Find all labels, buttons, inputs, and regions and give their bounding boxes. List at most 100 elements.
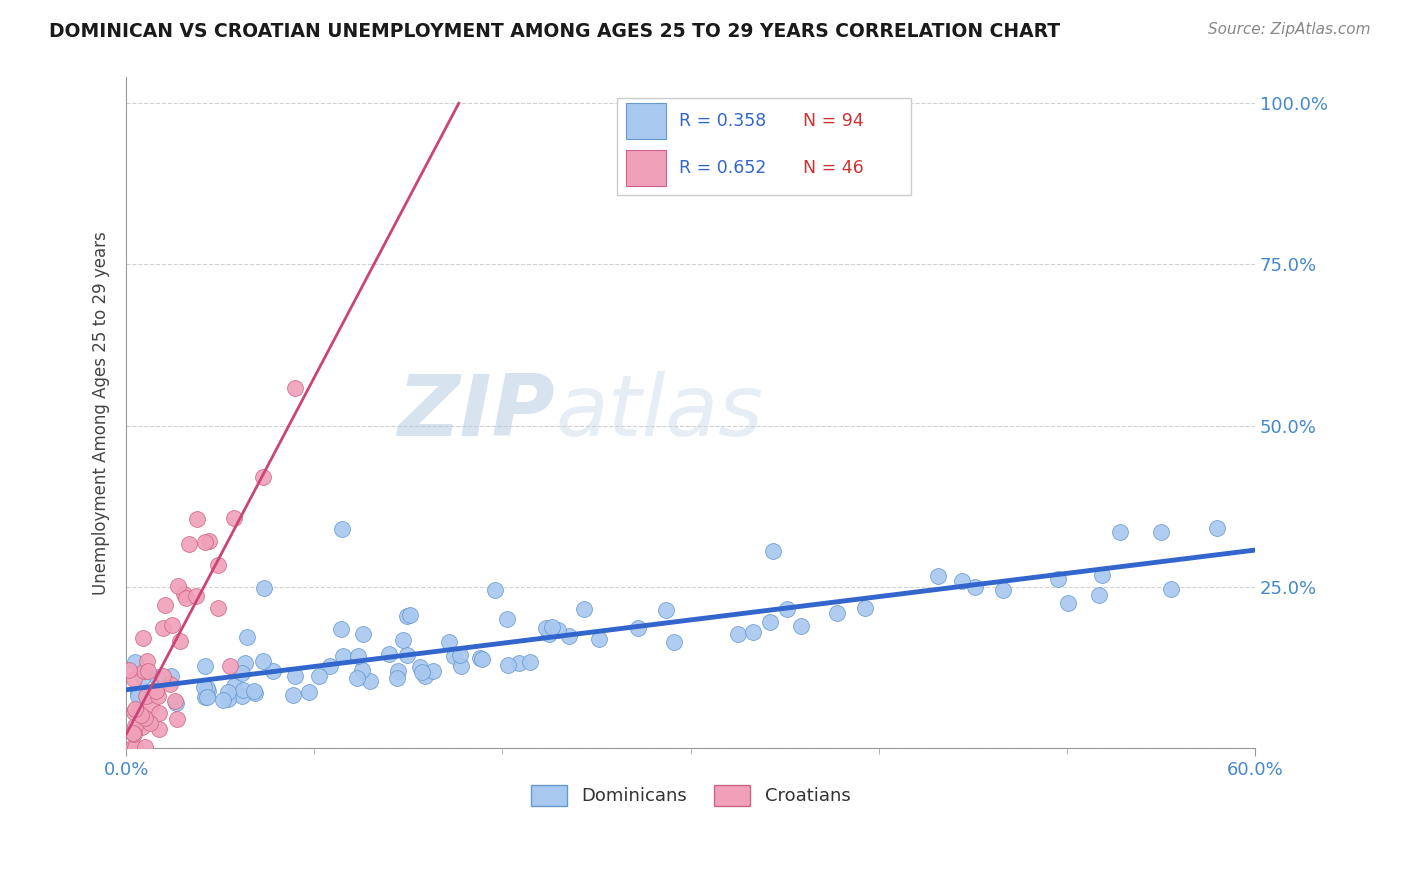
Point xyxy=(1160,582,1182,596)
Point xyxy=(193,680,215,694)
Point xyxy=(508,656,530,670)
Point xyxy=(136,665,159,679)
Point xyxy=(558,629,581,643)
Point xyxy=(195,681,218,695)
Point xyxy=(540,620,562,634)
Point xyxy=(252,654,274,668)
Point xyxy=(197,683,219,698)
Point xyxy=(470,651,492,665)
Point xyxy=(131,670,153,684)
Text: N = 46: N = 46 xyxy=(803,159,865,177)
Point xyxy=(135,689,157,703)
Point xyxy=(298,685,321,699)
Point xyxy=(232,683,254,698)
Point xyxy=(1046,572,1069,586)
Point xyxy=(409,659,432,673)
Point xyxy=(759,615,782,629)
Point xyxy=(122,725,145,739)
Point xyxy=(352,626,374,640)
Point xyxy=(245,686,267,700)
Point xyxy=(165,696,187,710)
Point xyxy=(124,673,146,687)
Point xyxy=(139,698,162,713)
Point xyxy=(484,582,506,597)
Point xyxy=(122,706,145,720)
Point xyxy=(443,648,465,663)
Point xyxy=(346,649,368,664)
Point xyxy=(411,665,433,679)
Point xyxy=(224,679,246,693)
Point xyxy=(927,569,949,583)
Point xyxy=(1150,524,1173,539)
Point xyxy=(124,655,146,669)
Point xyxy=(236,630,259,644)
Point xyxy=(385,671,408,685)
Point xyxy=(134,711,156,725)
Point xyxy=(152,621,174,635)
Point xyxy=(993,582,1015,597)
Point xyxy=(134,740,156,755)
Point xyxy=(359,674,381,689)
Point xyxy=(148,722,170,736)
Point xyxy=(1056,596,1078,610)
Point xyxy=(153,598,176,612)
Point xyxy=(222,511,245,525)
Text: DOMINICAN VS CROATIAN UNEMPLOYMENT AMONG AGES 25 TO 29 YEARS CORRELATION CHART: DOMINICAN VS CROATIAN UNEMPLOYMENT AMONG… xyxy=(49,22,1060,41)
Text: atlas: atlas xyxy=(555,371,763,454)
Point xyxy=(217,691,239,706)
Point xyxy=(166,712,188,726)
Point xyxy=(413,668,436,682)
Point xyxy=(118,663,141,677)
Point xyxy=(308,669,330,683)
Point xyxy=(284,669,307,683)
Point xyxy=(350,664,373,678)
Text: ZIP: ZIP xyxy=(398,371,555,454)
Point xyxy=(186,512,208,526)
Point xyxy=(131,719,153,733)
Point xyxy=(1090,568,1112,582)
Point xyxy=(284,381,307,395)
Point xyxy=(1108,525,1130,540)
Point xyxy=(219,659,242,673)
Point xyxy=(329,622,352,636)
Point xyxy=(131,631,153,645)
Point xyxy=(449,648,471,662)
Point xyxy=(127,689,149,703)
Point xyxy=(963,580,986,594)
Point xyxy=(145,684,167,698)
Point xyxy=(169,633,191,648)
Point xyxy=(450,659,472,673)
Point xyxy=(495,612,517,626)
FancyBboxPatch shape xyxy=(626,103,666,139)
FancyBboxPatch shape xyxy=(617,97,911,194)
Point xyxy=(127,705,149,719)
Point xyxy=(148,690,170,704)
Point xyxy=(572,602,595,616)
Point xyxy=(262,664,284,678)
Point xyxy=(134,664,156,678)
Point xyxy=(159,677,181,691)
Text: R = 0.358: R = 0.358 xyxy=(679,112,766,130)
Point xyxy=(776,602,799,616)
Point xyxy=(378,648,401,662)
Point xyxy=(332,648,354,663)
Point xyxy=(177,537,200,551)
Point xyxy=(124,740,146,755)
Point xyxy=(231,666,253,681)
Point xyxy=(547,624,569,638)
Point xyxy=(134,687,156,701)
Point xyxy=(319,659,342,673)
Point xyxy=(742,624,765,639)
Text: N = 94: N = 94 xyxy=(803,112,865,130)
Point xyxy=(588,632,610,646)
Point xyxy=(197,533,219,548)
Point xyxy=(627,621,650,635)
Point xyxy=(160,617,183,632)
Point xyxy=(664,635,686,649)
Point xyxy=(437,634,460,648)
Point xyxy=(184,589,207,603)
Point xyxy=(252,470,274,484)
Point xyxy=(207,601,229,615)
Point xyxy=(330,522,353,536)
Point xyxy=(519,655,541,669)
